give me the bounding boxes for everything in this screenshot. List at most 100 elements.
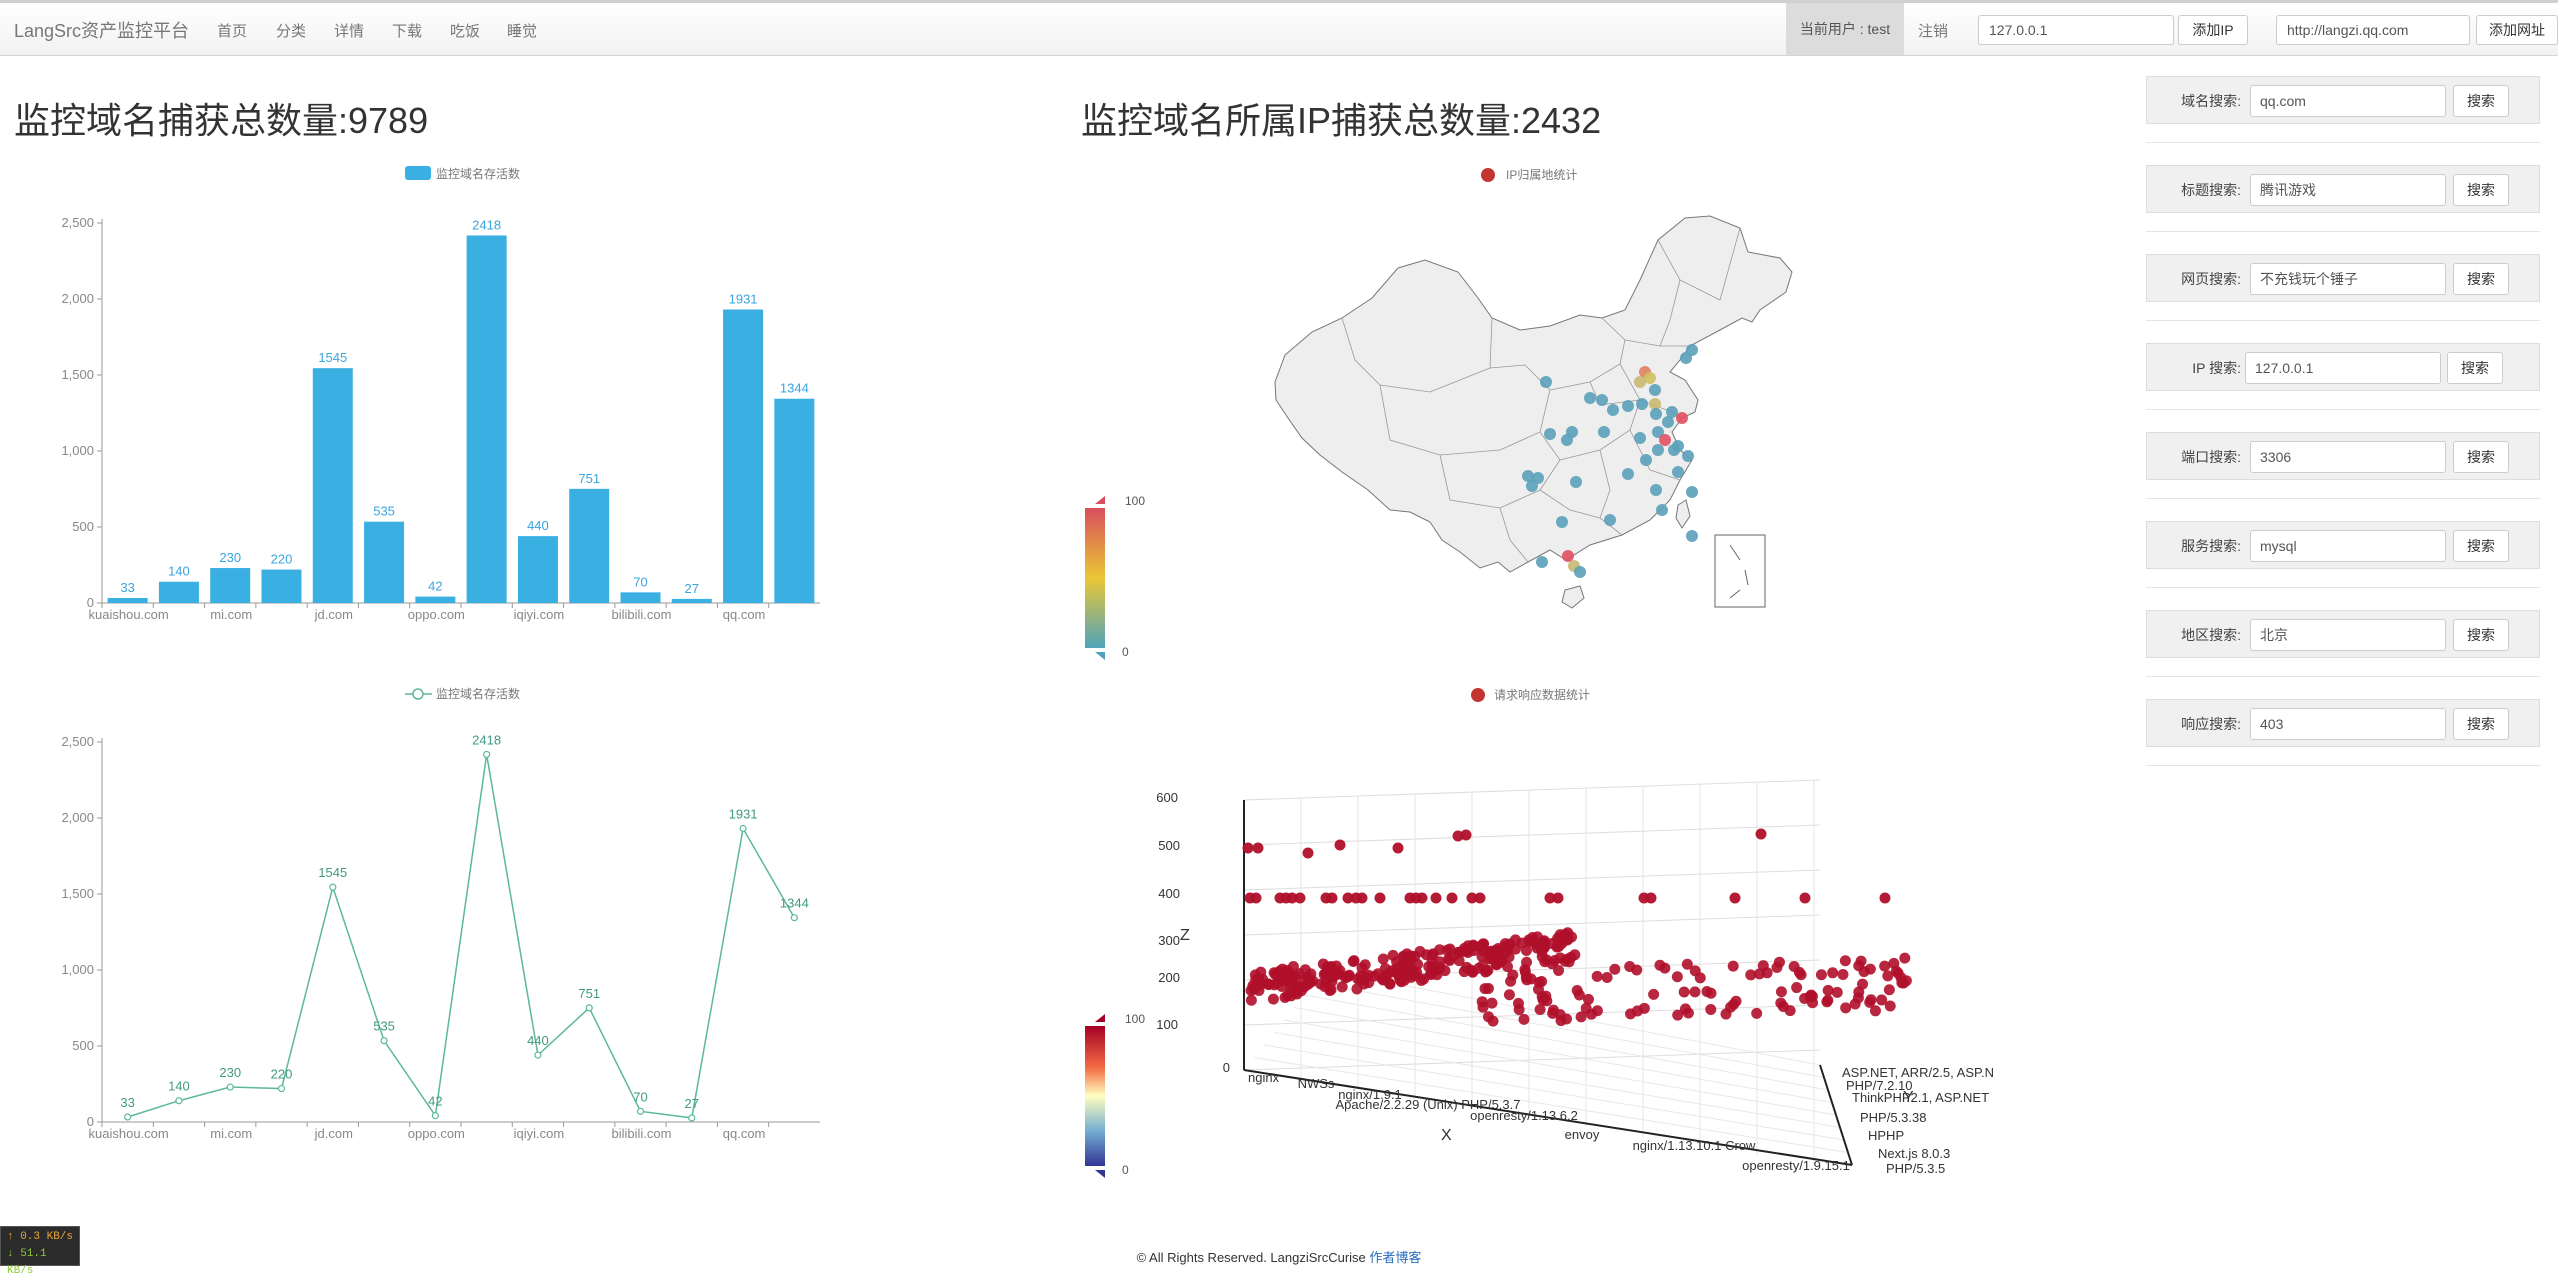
map-point[interactable] bbox=[1652, 426, 1664, 438]
search-button[interactable]: 搜索 bbox=[2453, 530, 2509, 562]
logout-link[interactable]: 注销 bbox=[1918, 23, 1949, 40]
nav-item-sleep[interactable]: 睡觉 bbox=[507, 23, 538, 40]
map-point[interactable] bbox=[1659, 434, 1671, 446]
line-legend-dot[interactable] bbox=[412, 688, 424, 700]
bar-1[interactable] bbox=[158, 581, 199, 603]
line-point-5[interactable] bbox=[380, 1037, 388, 1045]
map-point[interactable] bbox=[1634, 432, 1646, 444]
taiwan-shape[interactable] bbox=[1675, 499, 1691, 529]
line-legend-label[interactable]: 监控域名存活数 bbox=[436, 686, 520, 701]
add-ip-button[interactable]: 添加IP bbox=[2178, 15, 2248, 45]
map-point[interactable] bbox=[1596, 394, 1608, 406]
map-point[interactable] bbox=[1666, 406, 1678, 418]
bar-0[interactable] bbox=[107, 597, 148, 603]
map-point[interactable] bbox=[1604, 514, 1616, 526]
map-point[interactable] bbox=[1640, 454, 1652, 466]
line-point-4[interactable] bbox=[329, 883, 337, 891]
map-point[interactable] bbox=[1636, 398, 1648, 410]
line-point-2[interactable] bbox=[226, 1083, 234, 1091]
line-point-12[interactable] bbox=[739, 824, 747, 833]
map-point[interactable] bbox=[1652, 444, 1664, 456]
map-point[interactable] bbox=[1649, 398, 1661, 410]
map-point[interactable] bbox=[1607, 404, 1619, 416]
map-point[interactable] bbox=[1536, 556, 1548, 568]
nav-item-download[interactable]: 下载 bbox=[392, 23, 423, 40]
map-point[interactable] bbox=[1668, 444, 1680, 456]
search-button[interactable]: 搜索 bbox=[2453, 441, 2509, 473]
search-button[interactable]: 搜索 bbox=[2453, 85, 2509, 117]
search-input[interactable] bbox=[2250, 85, 2446, 117]
author-blog-link[interactable]: 作者博客 bbox=[1369, 1250, 1422, 1265]
add-ip-input[interactable] bbox=[1978, 15, 2174, 45]
line-point-0[interactable] bbox=[124, 1113, 132, 1121]
search-button[interactable]: 搜索 bbox=[2453, 708, 2509, 740]
bar-10[interactable] bbox=[620, 592, 661, 603]
search-input[interactable] bbox=[2250, 441, 2446, 473]
map-visual-map-handle-top[interactable] bbox=[1095, 496, 1105, 504]
bar-13[interactable] bbox=[774, 398, 815, 603]
line-point-1[interactable] bbox=[175, 1097, 183, 1105]
line-point-9[interactable] bbox=[585, 1004, 593, 1012]
search-input[interactable] bbox=[2250, 708, 2446, 740]
nav-item-eat[interactable]: 吃饭 bbox=[450, 23, 481, 40]
brand-logo[interactable]: LangSrc资产监控平台 bbox=[14, 21, 190, 41]
map-point[interactable] bbox=[1544, 428, 1556, 440]
map-point[interactable] bbox=[1672, 466, 1684, 478]
add-url-input[interactable] bbox=[2276, 15, 2470, 45]
map-point[interactable] bbox=[1584, 392, 1596, 404]
search-input[interactable] bbox=[2250, 619, 2446, 651]
scatter3d-visual-map-handle-top[interactable] bbox=[1095, 1014, 1105, 1022]
map-point[interactable] bbox=[1622, 468, 1634, 480]
map-point[interactable] bbox=[1656, 504, 1668, 516]
line-point-3[interactable] bbox=[277, 1084, 286, 1093]
bar-2[interactable] bbox=[210, 568, 251, 603]
bar-legend-label[interactable]: 监控域名存活数 bbox=[436, 166, 520, 181]
bar-3[interactable] bbox=[261, 569, 302, 603]
map-legend-dot[interactable] bbox=[1481, 168, 1495, 182]
search-button[interactable]: 搜索 bbox=[2453, 263, 2509, 295]
scatter3d-points[interactable] bbox=[1242, 828, 1912, 1027]
china-map-shape[interactable] bbox=[1274, 215, 1793, 573]
search-input[interactable] bbox=[2250, 174, 2446, 206]
line-point-8[interactable] bbox=[534, 1051, 542, 1059]
map-point[interactable] bbox=[1540, 376, 1552, 388]
current-user-label[interactable]: 当前用户 : test bbox=[1786, 3, 1904, 55]
map-point[interactable] bbox=[1650, 484, 1662, 496]
line-point-11[interactable] bbox=[688, 1114, 696, 1122]
map-point[interactable] bbox=[1650, 408, 1662, 420]
map-point[interactable] bbox=[1680, 352, 1692, 364]
map-point[interactable] bbox=[1562, 550, 1574, 562]
search-button[interactable]: 搜索 bbox=[2453, 619, 2509, 651]
search-input[interactable] bbox=[2250, 263, 2446, 295]
bar-5[interactable] bbox=[364, 521, 405, 603]
map-point[interactable] bbox=[1662, 416, 1674, 428]
map-legend-label[interactable]: IP归属地统计 bbox=[1506, 168, 1577, 182]
map-point[interactable] bbox=[1622, 400, 1634, 412]
scatter3d-legend-dot[interactable] bbox=[1471, 688, 1485, 702]
bar-7[interactable] bbox=[466, 235, 507, 603]
map-point[interactable] bbox=[1522, 470, 1534, 482]
bar-4[interactable] bbox=[312, 368, 353, 603]
map-point[interactable] bbox=[1561, 434, 1573, 446]
line-point-7[interactable] bbox=[483, 750, 491, 759]
map-point[interactable] bbox=[1526, 480, 1538, 492]
map-point[interactable] bbox=[1598, 426, 1610, 438]
nav-item-details[interactable]: 详情 bbox=[334, 23, 365, 40]
search-input[interactable] bbox=[2250, 530, 2446, 562]
map-point[interactable] bbox=[1649, 384, 1661, 396]
map-point[interactable] bbox=[1574, 566, 1586, 578]
bar-9[interactable] bbox=[569, 488, 610, 603]
bar-legend-swatch[interactable] bbox=[405, 166, 431, 180]
bar-12[interactable] bbox=[723, 309, 764, 603]
add-url-button[interactable]: 添加网址 bbox=[2476, 15, 2558, 45]
search-button[interactable]: 搜索 bbox=[2447, 352, 2503, 384]
map-point[interactable] bbox=[1686, 530, 1698, 542]
map-point[interactable] bbox=[1634, 376, 1646, 388]
line-point-13[interactable] bbox=[790, 914, 798, 922]
line-point-6[interactable] bbox=[431, 1112, 439, 1120]
scatter3d-visual-map-handle-bottom[interactable] bbox=[1095, 1170, 1105, 1178]
map-point[interactable] bbox=[1570, 476, 1582, 488]
bar-11[interactable] bbox=[671, 598, 712, 603]
hainan-shape[interactable] bbox=[1561, 585, 1585, 609]
nav-item-home[interactable]: 首页 bbox=[217, 23, 248, 40]
